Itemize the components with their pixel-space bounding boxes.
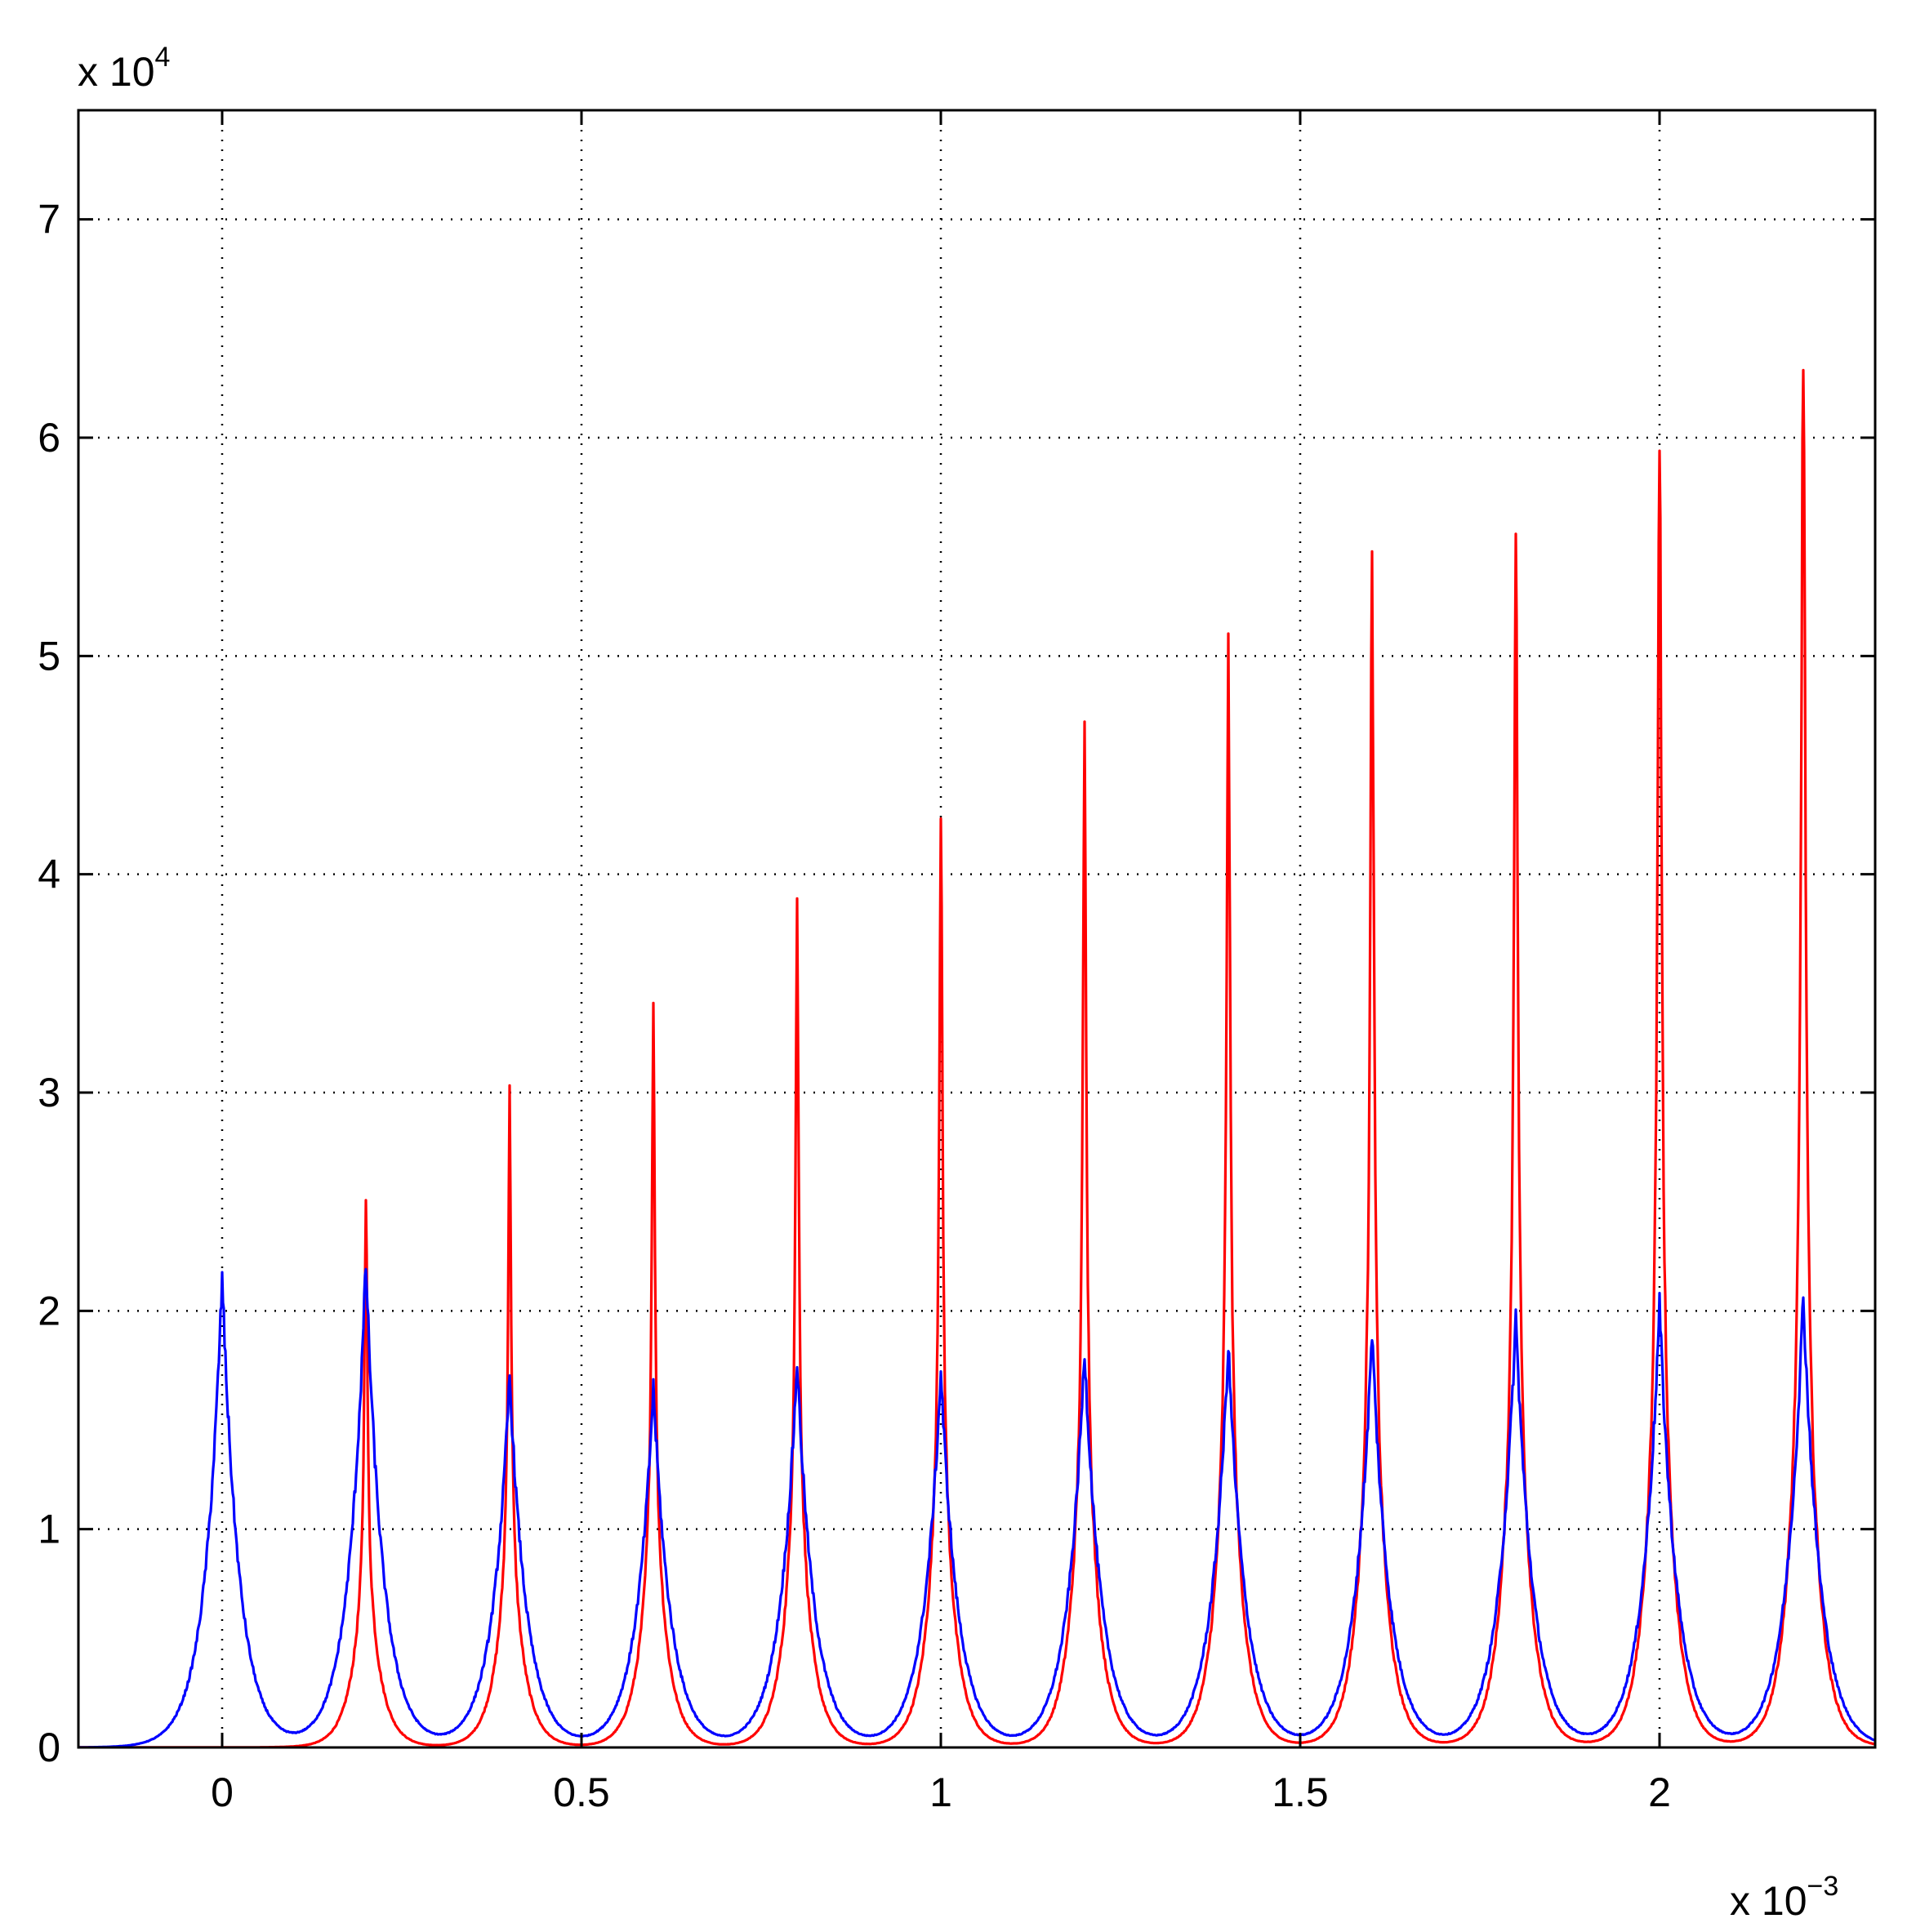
ticks	[78, 110, 1875, 1749]
y-tick-label: 0	[38, 1725, 60, 1770]
x-multiplier-exponent: −3	[1807, 1871, 1839, 1902]
y-tick-label: 4	[38, 852, 60, 897]
series-blue-line	[78, 1267, 1876, 1749]
x-tick-label: 2	[1648, 1770, 1671, 1815]
y-tick-label: 5	[38, 633, 60, 679]
y-tick-label: 3	[38, 1070, 60, 1115]
y-multiplier: x 104	[78, 42, 170, 95]
plot-frame	[77, 109, 1877, 1749]
y-multiplier-exponent: 4	[155, 42, 171, 73]
x-multiplier-base: x 10	[1730, 1878, 1807, 1924]
y-tick-label: 7	[38, 197, 60, 243]
x-tick-label: 1	[929, 1770, 952, 1815]
y-tick-labels: 0 1 2 3 4 5 6 7	[38, 197, 60, 1770]
series-red-line	[78, 368, 1876, 1749]
x-tick-label: 0	[211, 1770, 234, 1815]
series-group	[78, 368, 1876, 1749]
x-multiplier: x 10−3	[1730, 1871, 1838, 1924]
y-multiplier-base: x 10	[78, 49, 155, 95]
x-tick-labels: 0 0.5 1 1.5 2	[211, 1770, 1671, 1815]
x-tick-label: 0.5	[553, 1770, 610, 1815]
y-tick-label: 2	[38, 1288, 60, 1333]
x-tick-label: 1.5	[1272, 1770, 1329, 1815]
y-tick-label: 1	[38, 1507, 60, 1552]
y-tick-label: 6	[38, 415, 60, 461]
